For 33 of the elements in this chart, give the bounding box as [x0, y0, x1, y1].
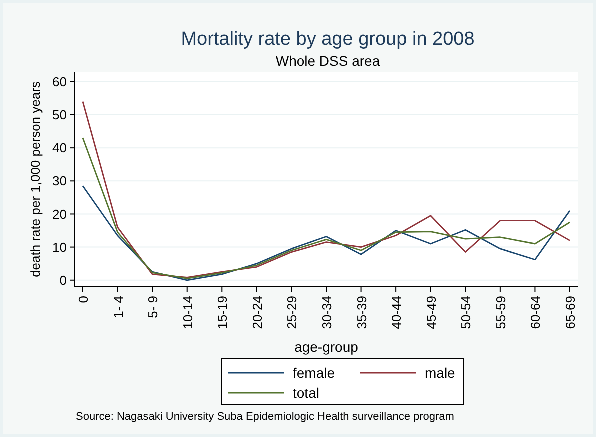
legend-label: total — [293, 384, 320, 401]
y-tick-label: 40 — [52, 140, 67, 156]
x-tick-label: 25-29 — [284, 296, 300, 330]
x-tick-label: 60-64 — [528, 296, 544, 330]
x-tick-label: 55-59 — [493, 296, 508, 330]
y-tick-label: 0 — [60, 272, 67, 288]
x-axis-title: age-group — [294, 339, 359, 355]
source-note: Source: Nagasaki University Suba Epidemiologic Health surveillance program — [76, 411, 454, 423]
y-tick-label: 50 — [52, 108, 67, 123]
x-tick-label: 45-49 — [424, 296, 439, 330]
chart-subtitle: Whole DSS area — [276, 53, 380, 69]
line-series — [82, 185, 571, 282]
x-tick-label: 40-44 — [389, 296, 404, 330]
x-tick-label: 30-34 — [320, 296, 334, 330]
legend-label: male — [425, 364, 456, 381]
line-series — [82, 137, 571, 280]
x-tick-label: 35-39 — [354, 296, 370, 330]
x-tick-label: 50-54 — [458, 296, 474, 330]
legend-label: female — [293, 364, 336, 381]
chart-title: Mortality rate by age group in 2008 — [181, 29, 475, 50]
y-tick-label: 10 — [52, 240, 67, 255]
y-tick-label: 30 — [52, 174, 67, 189]
y-tick-label: 60 — [52, 74, 67, 90]
x-tick-label: 0 — [76, 296, 91, 304]
x-tick-label: 20-24 — [250, 296, 265, 330]
x-tick-label: 10-14 — [180, 296, 196, 330]
x-tick-label: 1- 4 — [110, 296, 126, 318]
y-axis-title: death rate per 1,000 person years — [28, 81, 43, 278]
y-tick-label: 20 — [52, 206, 67, 222]
x-tick-label: 5- 9 — [146, 296, 161, 318]
x-tick-label: 65-69 — [563, 296, 578, 330]
x-tick-label: 15-19 — [215, 296, 230, 330]
line-series — [82, 101, 571, 278]
